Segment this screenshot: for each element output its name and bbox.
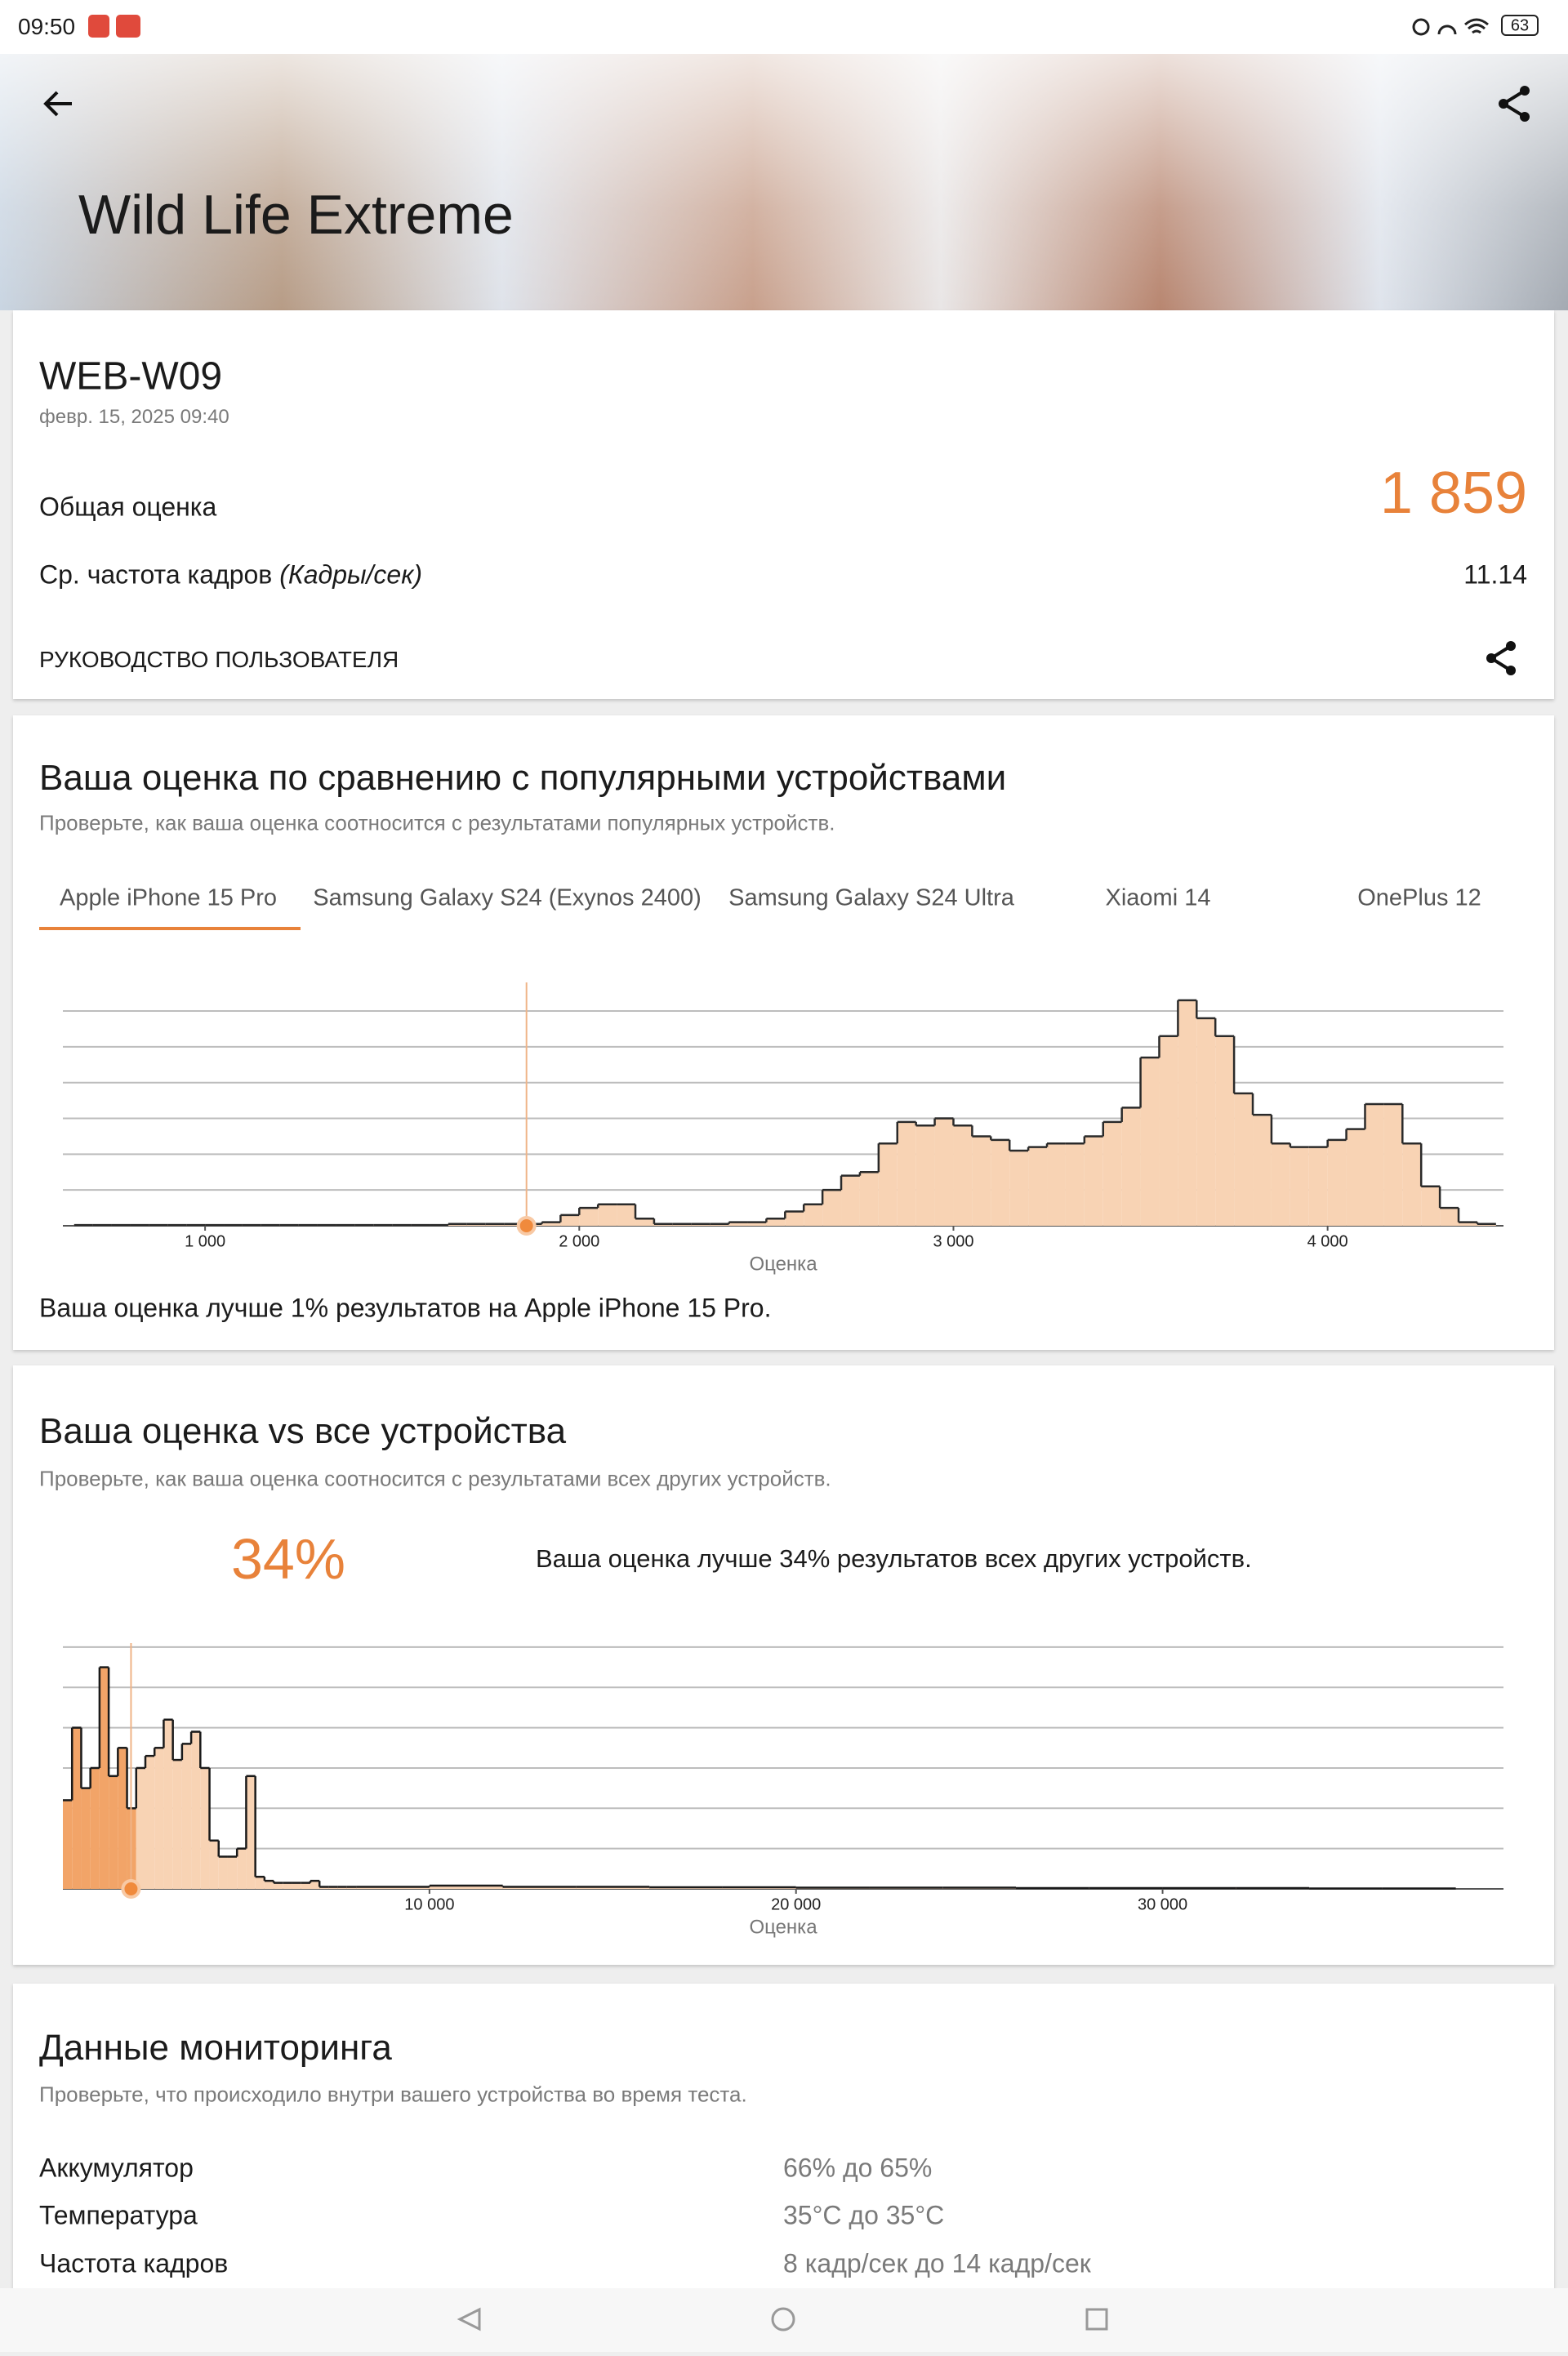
fps-value: 11.14 xyxy=(1463,560,1527,590)
fps-unit: (Кадры/сек) xyxy=(279,560,422,590)
battery-level: 63 xyxy=(1511,17,1529,36)
tab[interactable]: OnePlus 12 xyxy=(1357,885,1481,912)
header-title: Wild Life Extreme xyxy=(78,183,514,247)
result-card xyxy=(13,310,1554,699)
device-name: WEB-W09 xyxy=(39,354,222,399)
share-button[interactable] xyxy=(1495,84,1535,123)
percent-value: 34% xyxy=(231,1526,345,1592)
notification-icon xyxy=(88,15,109,38)
comparison-note: Ваша оценка лучше 1% результатов на Appl… xyxy=(39,1294,771,1324)
back-arrow xyxy=(46,92,72,115)
section-subtitle: Проверьте, как ваша оценка соотносится с… xyxy=(39,1467,831,1492)
header-fade xyxy=(0,54,1568,310)
nav-recent[interactable] xyxy=(1087,2309,1107,2329)
wifi-icon xyxy=(1465,20,1488,33)
tab[interactable]: Apple iPhone 15 Pro xyxy=(60,885,277,912)
percent-note: Ваша оценка лучше 34% результатов всех д… xyxy=(536,1544,1252,1574)
row-value: 8 кадр/сек до 14 кадр/сек xyxy=(783,2249,1091,2279)
score-label: Общая оценка xyxy=(39,492,216,523)
status-bar xyxy=(0,0,1568,54)
row-value: 35°C до 35°C xyxy=(783,2201,944,2231)
section-title: Ваша оценка vs все устройства xyxy=(39,1411,566,1452)
nav-back[interactable] xyxy=(460,2309,479,2329)
nav-bar xyxy=(0,2288,1568,2352)
back-button[interactable] xyxy=(39,84,78,123)
test-date: февр. 15, 2025 09:40 xyxy=(39,406,229,429)
tab[interactable]: Xiaomi 14 xyxy=(1106,885,1211,912)
share-lines xyxy=(1491,646,1511,670)
row-label: Температура xyxy=(39,2201,198,2231)
section-subtitle: Проверьте, что происходило внутри вашего… xyxy=(39,2082,747,2108)
section-title: Данные мониторинга xyxy=(39,2028,392,2069)
tab[interactable]: Samsung Galaxy S24 Ultra xyxy=(728,885,1014,912)
share-result-button[interactable] xyxy=(1484,640,1520,676)
nav-home[interactable] xyxy=(773,2309,794,2330)
row-label: Аккумулятор xyxy=(39,2153,194,2184)
fps-row: Ср. частота кадров (Кадры/сек) xyxy=(39,560,422,590)
notification-icon xyxy=(116,15,140,38)
nav-icons xyxy=(0,2288,1568,2352)
section-title: Ваша оценка по сравнению с популярными у… xyxy=(39,758,1006,799)
tab[interactable]: Samsung Galaxy S24 (Exynos 2400) xyxy=(313,885,702,912)
guide-link[interactable]: РУКОВОДСТВО ПОЛЬЗОВАТЕЛЯ xyxy=(39,647,399,673)
score-value: 1 859 xyxy=(1380,460,1527,527)
row-value: 66% до 65% xyxy=(783,2153,932,2184)
all-devices-card xyxy=(13,1365,1554,1965)
fps-label: Ср. частота кадров xyxy=(39,560,272,590)
tab-underline xyxy=(39,927,301,930)
section-subtitle: Проверьте, как ваша оценка соотносится с… xyxy=(39,811,835,836)
status-time: 09:50 xyxy=(18,14,75,40)
icon xyxy=(1439,26,1455,34)
row-label: Частота кадров xyxy=(39,2249,228,2279)
icon xyxy=(1414,20,1428,34)
status-icons xyxy=(1411,16,1493,38)
status-icons-svg xyxy=(1411,16,1493,38)
